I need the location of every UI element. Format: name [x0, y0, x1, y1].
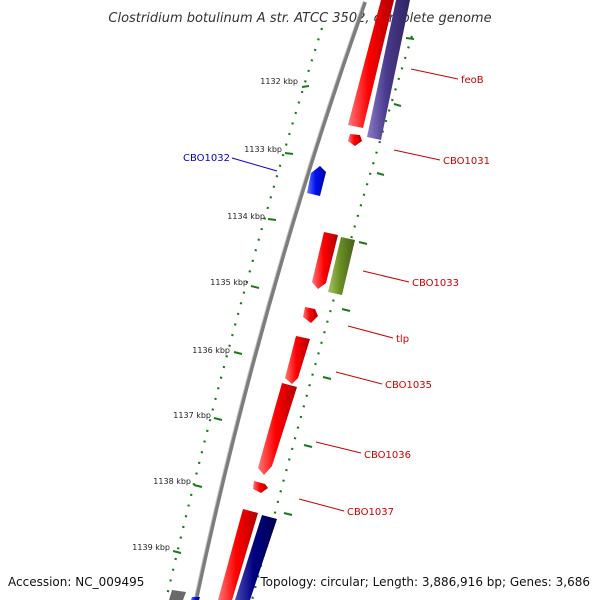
gene-feature: [328, 237, 355, 295]
gene-feature: [169, 590, 186, 600]
gene-feature: [191, 597, 200, 600]
tick-track-outer: [250, 35, 414, 600]
gene-feature: [307, 166, 326, 196]
gene-label-cbo1036: CBO1036: [364, 450, 411, 461]
gene-label-cbo1031: CBO1031: [443, 156, 490, 167]
gene-feature: [235, 515, 277, 600]
gene-feature: [312, 232, 338, 289]
label-leaders: [231, 68, 459, 512]
gene-features: [169, 0, 410, 600]
outer-ticks: [283, 37, 415, 516]
major-ticks: [172, 85, 310, 554]
accession-text: Accession: NC_009495: [8, 575, 144, 589]
tick-label: 1134 kbp: [227, 212, 265, 221]
genome-backbone-highlight: [193, 1, 364, 600]
gene-feature: [348, 0, 394, 128]
gene-label-cbo1035: CBO1035: [385, 380, 432, 391]
tick-label: 1135 kbp: [210, 278, 248, 287]
tick-label: 1137 kbp: [173, 411, 211, 420]
tick-label: 1133 kbp: [244, 145, 282, 154]
gene-label-cbo1033: CBO1033: [412, 278, 459, 289]
gene-feature: [303, 307, 318, 323]
gene-feature: [348, 134, 362, 146]
gene-feature: [285, 336, 310, 384]
gene-label-cbo1032: CBO1032: [183, 153, 230, 164]
genome-backbone: [194, 1, 367, 600]
tick-label: 1132 kbp: [260, 77, 298, 86]
gene-feature: [258, 383, 297, 475]
gene-feature: [253, 481, 268, 493]
gene-feature: [367, 0, 410, 140]
genome-summary-text: Topology: circular; Length: 3,886,916 bp…: [259, 575, 590, 589]
gene-feature: [218, 509, 258, 600]
gene-label-feob: feoB: [461, 75, 484, 86]
gene-label-cbo1037: CBO1037: [347, 507, 394, 518]
tick-track-inner: [164, 27, 324, 600]
tick-label: 1138 kbp: [153, 477, 191, 486]
tick-label: 1139 kbp: [132, 543, 170, 552]
map-title: Clostridium botulinum A str. ATCC 3502, …: [108, 11, 491, 26]
gene-label-tlp: tlp: [396, 334, 409, 345]
tick-label: 1136 kbp: [192, 346, 230, 355]
